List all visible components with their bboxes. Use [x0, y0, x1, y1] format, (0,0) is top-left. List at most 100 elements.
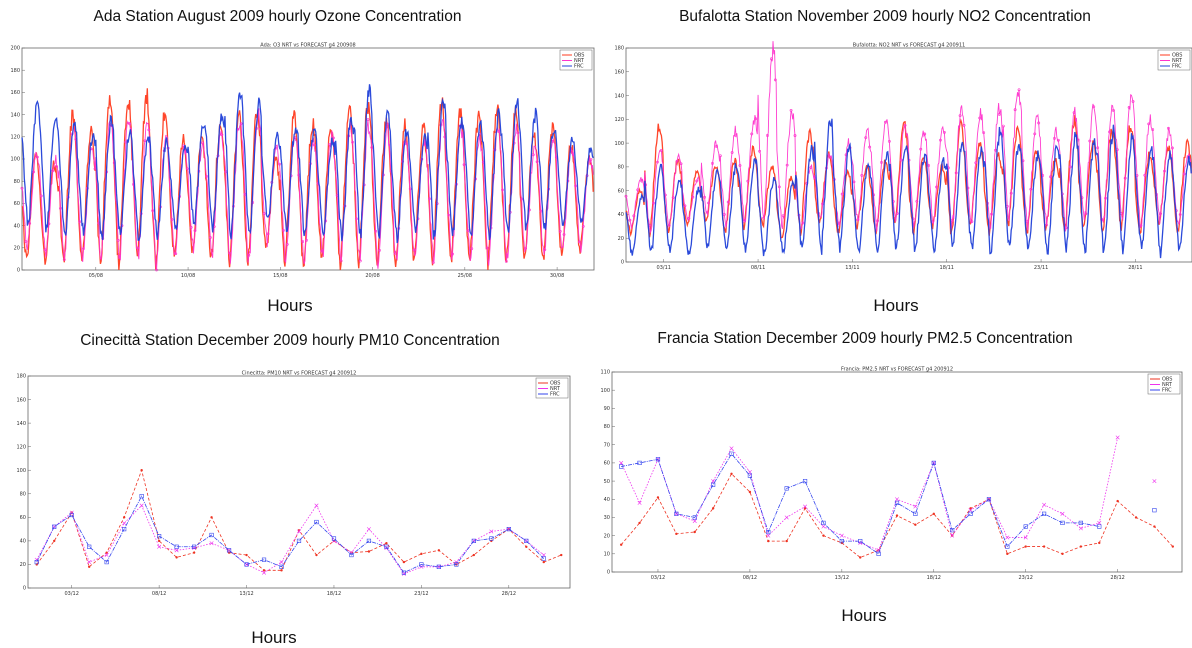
series-marker-nrt	[762, 216, 765, 220]
y-tick-label: 20	[618, 236, 624, 242]
series-marker-nrt	[856, 218, 860, 222]
series-marker-obs	[402, 560, 406, 564]
series-marker-frc	[766, 529, 771, 535]
series-marker-nrt	[69, 510, 74, 515]
series-marker-frc	[674, 511, 679, 516]
series-marker-nrt	[541, 553, 546, 558]
y-tick-label: 180	[614, 46, 624, 52]
y-tick-label: 120	[614, 117, 624, 123]
series-marker-frc	[52, 524, 57, 529]
series-marker-nrt	[671, 196, 675, 200]
series-marker-nrt	[366, 118, 370, 121]
series-marker-nrt	[220, 133, 224, 137]
series-marker-frc	[69, 512, 74, 518]
y-tick-label: 160	[16, 397, 26, 403]
series-marker-nrt	[913, 504, 918, 509]
series-marker-frc	[244, 562, 249, 567]
series-marker-obs	[385, 542, 388, 545]
x-tick-label: 18/12	[927, 575, 941, 581]
series-marker-nrt	[692, 519, 697, 524]
series-marker-nrt	[619, 460, 624, 465]
series-marker-nrt	[157, 544, 162, 549]
series-marker-obs	[767, 539, 770, 543]
series-marker-nrt	[895, 212, 899, 215]
y-tick-label: 60	[604, 461, 610, 467]
series-marker-obs	[525, 545, 528, 548]
series-marker-obs	[210, 516, 213, 519]
series-marker-obs	[969, 507, 972, 510]
series-marker-obs	[822, 534, 825, 537]
series-marker-nrt	[868, 145, 872, 149]
y-tick-label: 30	[604, 515, 610, 521]
series-marker-nrt	[374, 229, 378, 233]
chart-bufalotta-no2: Bufalotta: NO2 NRT vs FORECAST g4 200911…	[614, 41, 1192, 271]
series-marker-obs	[803, 507, 807, 510]
y-tick-label: 0	[607, 570, 610, 576]
chart-francia-pm25: Francia: PM2.5 NRT vs FORECAST g4 200912…	[600, 367, 1183, 581]
y-tick-label: 20	[14, 246, 20, 252]
series-marker-nrt	[193, 229, 197, 233]
x-tick-label: 23/12	[1018, 575, 1032, 581]
series-marker-nrt	[703, 195, 707, 199]
series-marker-nrt	[884, 120, 887, 124]
series-marker-nrt	[1037, 121, 1041, 125]
series-marker-nrt	[915, 199, 919, 203]
y-tick-label: 40	[14, 223, 20, 229]
series-marker-obs	[1098, 541, 1101, 545]
series-marker-nrt	[1127, 105, 1131, 109]
series-marker-frc	[104, 559, 109, 565]
series-marker-nrt	[758, 149, 762, 153]
y-tick-label: 70	[604, 442, 610, 448]
y-tick-label: 80	[20, 491, 26, 497]
series-marker-obs	[367, 550, 371, 553]
series-marker-frc	[619, 464, 624, 469]
y-tick-label: 0	[23, 586, 26, 592]
legend-label-nrt: NRT	[1162, 382, 1173, 388]
series-marker-nrt	[784, 515, 789, 520]
series-marker-nrt	[262, 212, 266, 215]
series-marker-frc	[436, 564, 441, 569]
chart-cinecitta-pm10: Cinecitta: PM10 NRT vs FORECAST g4 20091…	[16, 371, 571, 597]
series-marker-frc	[729, 451, 734, 456]
series-marker-nrt	[652, 201, 655, 205]
y-tick-label: 60	[20, 515, 26, 521]
series-marker-obs	[914, 523, 917, 526]
plot-inner-title: Francia: PM2.5 NRT vs FORECAST g4 200912	[841, 367, 953, 373]
series-marker-nrt	[729, 446, 734, 451]
series-marker-nrt	[209, 541, 214, 546]
series-marker-frc	[384, 544, 389, 549]
series-marker-nrt	[266, 232, 270, 236]
series-marker-nrt	[51, 169, 55, 173]
series-marker-obs	[87, 565, 91, 568]
series-marker-nrt	[722, 213, 726, 216]
series-marker-nrt	[401, 571, 406, 576]
series-marker-frc	[366, 538, 372, 543]
panel-title-francia: Francia Station December 2009 hourly PM2…	[657, 330, 1073, 347]
series-marker-frc	[894, 500, 900, 506]
series-marker-nrt	[958, 114, 962, 118]
y-tick-label: 40	[618, 212, 624, 218]
series-marker-nrt	[1182, 172, 1186, 176]
series-marker-frc	[802, 478, 808, 484]
series-marker-nrt	[950, 533, 955, 538]
series-marker-frc	[858, 538, 863, 544]
series-marker-nrt	[773, 78, 777, 82]
series-marker-nrt	[174, 252, 178, 256]
series-marker-nrt	[803, 504, 808, 509]
series-marker-obs	[420, 552, 423, 556]
x-tick-label: 28/12	[1110, 575, 1124, 581]
y-tick-label: 60	[618, 188, 624, 194]
series-marker-nrt	[746, 179, 750, 183]
series-marker-nrt	[574, 184, 577, 188]
series-marker-obs	[785, 539, 788, 543]
series-marker-nrt	[24, 240, 28, 243]
series-marker-nrt	[1056, 138, 1060, 142]
series-marker-nrt	[1092, 105, 1096, 109]
series-marker-nrt	[1009, 191, 1013, 195]
series-marker-nrt	[279, 560, 284, 565]
series-marker-nrt	[667, 223, 671, 227]
series-marker-nrt	[431, 261, 435, 264]
series-line-obs	[625, 114, 1192, 239]
series-marker-nrt	[998, 113, 1001, 116]
series-marker-nrt	[524, 247, 527, 250]
